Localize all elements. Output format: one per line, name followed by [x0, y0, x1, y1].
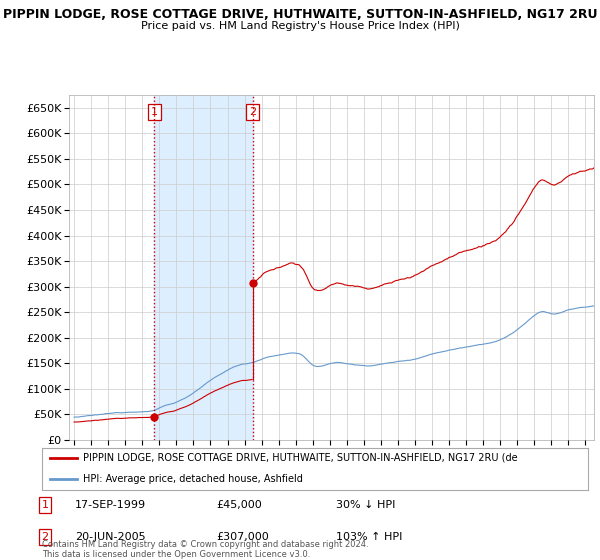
Text: 17-SEP-1999: 17-SEP-1999 [75, 500, 146, 510]
Text: Price paid vs. HM Land Registry's House Price Index (HPI): Price paid vs. HM Land Registry's House … [140, 21, 460, 31]
Text: PIPPIN LODGE, ROSE COTTAGE DRIVE, HUTHWAITE, SUTTON-IN-ASHFIELD, NG17 2RU: PIPPIN LODGE, ROSE COTTAGE DRIVE, HUTHWA… [3, 8, 597, 21]
Bar [154, 95, 253, 440]
Text: 103% ↑ HPI: 103% ↑ HPI [336, 532, 403, 542]
Text: £45,000: £45,000 [216, 500, 262, 510]
Text: HPI: Average price, detached house, Ashfield: HPI: Average price, detached house, Ashf… [83, 474, 303, 484]
Text: 20-JUN-2005: 20-JUN-2005 [75, 532, 146, 542]
Text: PIPPIN LODGE, ROSE COTTAGE DRIVE, HUTHWAITE, SUTTON-IN-ASHFIELD, NG17 2RU (de: PIPPIN LODGE, ROSE COTTAGE DRIVE, HUTHWA… [83, 452, 518, 463]
Text: 30% ↓ HPI: 30% ↓ HPI [336, 500, 395, 510]
Text: 1: 1 [151, 108, 158, 117]
Text: Contains HM Land Registry data © Crown copyright and database right 2024.
This d: Contains HM Land Registry data © Crown c… [42, 540, 368, 559]
Text: 2: 2 [41, 532, 49, 542]
Text: 2: 2 [249, 108, 256, 117]
Text: £307,000: £307,000 [216, 532, 269, 542]
Text: 1: 1 [41, 500, 49, 510]
